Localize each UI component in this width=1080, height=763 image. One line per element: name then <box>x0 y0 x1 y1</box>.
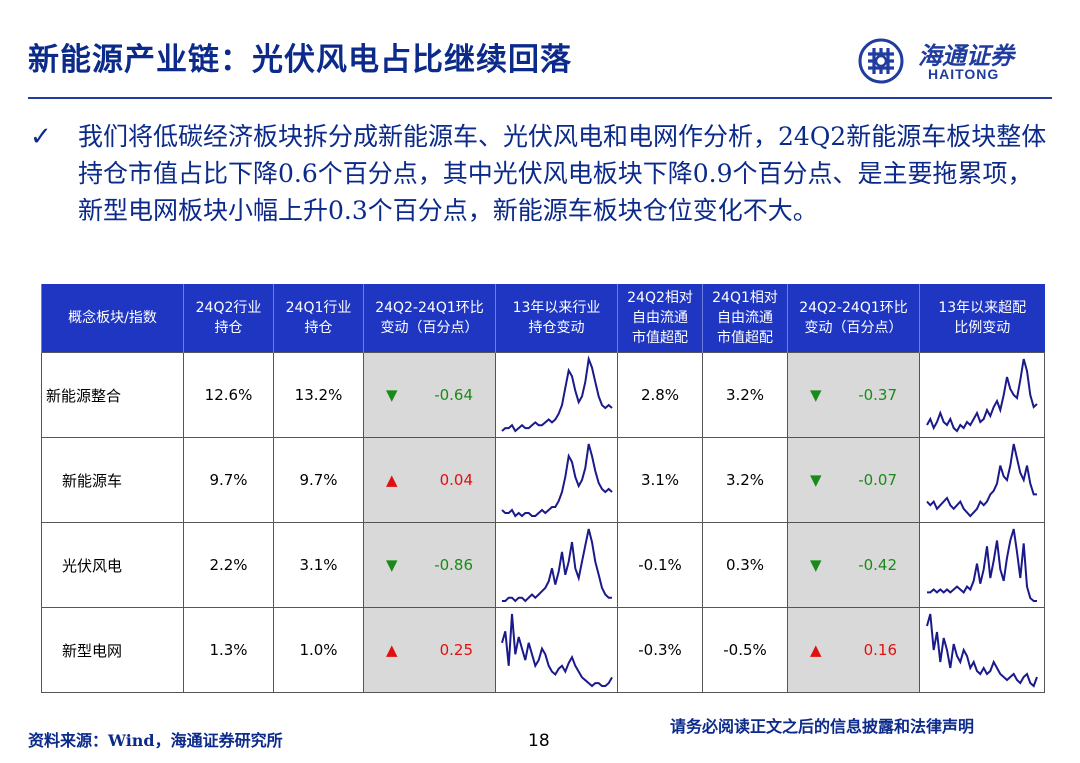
change-cell: ▲ 0.25 <box>363 607 496 693</box>
q2-holding: 1.3% <box>183 607 274 693</box>
q1-overweight: 3.2% <box>702 352 788 438</box>
overweight-trend-cell <box>919 437 1045 523</box>
triangle-up-icon: ▲ <box>386 641 398 659</box>
change-value: -0.64 <box>434 386 473 404</box>
sparkline-chart <box>500 355 613 433</box>
sparkline-series <box>500 355 613 433</box>
sparkline-series <box>926 358 1038 433</box>
company-logo: 海通证券 HAITONG <box>858 36 1048 86</box>
holdings-table: 概念板块/指数 24Q2行业 持仓 24Q1行业 持仓 24Q2-24Q1环比 变动（… <box>41 284 1045 693</box>
q1-holding: 3.1% <box>273 522 364 608</box>
change-cell: ▼ -0.42 <box>787 522 920 608</box>
column-header: 24Q2行业 持仓 <box>183 284 274 353</box>
table-row: 新型电网 1.3% 1.0% ▲ 0.25 -0.3% -0.5% ▲ 0.16 <box>41 607 1045 693</box>
table-header-row: 概念板块/指数 24Q2行业 持仓 24Q1行业 持仓 24Q2-24Q1环比 变动（… <box>41 284 1045 353</box>
q1-overweight: -0.5% <box>702 607 788 693</box>
sparkline-series <box>501 528 612 603</box>
summary-bullet: 我们将低碳经济板块拆分成新能源车、光伏风电和电网作分析，24Q2新能源车板块整体… <box>78 122 1047 225</box>
haitong-logo-icon <box>858 38 904 84</box>
sparkline-chart <box>927 528 1037 602</box>
column-header: 24Q2相对 自由流通 市值超配 <box>617 284 703 353</box>
column-header: 13年以来超配 比例变动 <box>919 284 1045 353</box>
holding-trend-cell <box>495 522 618 608</box>
sparkline-chart <box>926 358 1038 433</box>
holding-trend-cell <box>495 437 618 523</box>
q2-holding: 9.7% <box>183 437 274 523</box>
sparkline-chart <box>501 528 612 603</box>
holding-trend-cell <box>495 352 618 438</box>
sparkline-chart <box>926 613 1038 688</box>
change-cell: ▼ -0.07 <box>787 437 920 523</box>
change-cell: ▼ -0.64 <box>363 352 496 438</box>
triangle-up-icon: ▲ <box>386 471 398 489</box>
logo-en-text: HAITONG <box>928 66 1000 82</box>
triangle-down-icon: ▼ <box>810 471 822 489</box>
sparkline-series <box>927 528 1037 602</box>
triangle-down-icon: ▼ <box>810 386 822 404</box>
q1-overweight: 0.3% <box>702 522 788 608</box>
title-rule <box>28 97 1052 99</box>
q2-overweight: -0.1% <box>617 522 703 608</box>
q1-holding: 13.2% <box>273 352 364 438</box>
table-row: 光伏风电 2.2% 3.1% ▼ -0.86 -0.1% 0.3% ▼ -0.42 <box>41 522 1045 608</box>
change-cell: ▼ -0.86 <box>363 522 496 608</box>
page-number: 18 <box>528 731 550 751</box>
sparkline-series <box>500 443 613 518</box>
overweight-trend-cell <box>919 352 1045 438</box>
sector-name: 新型电网 <box>41 607 184 693</box>
checkmark-icon: ✓ <box>30 122 52 152</box>
disclaimer-note: 请务必阅读正文之后的信息披露和法律声明 <box>670 717 975 736</box>
table-row: 新能源整合 12.6% 13.2% ▼ -0.64 2.8% 3.2% ▼ -0.37 <box>41 352 1045 438</box>
change-value: 0.04 <box>439 471 473 489</box>
q2-overweight: 3.1% <box>617 437 703 523</box>
change-value: -0.07 <box>858 471 897 489</box>
source-note: 资料来源：Wind，海通证券研究所 <box>28 731 283 750</box>
column-header: 概念板块/指数 <box>41 284 184 353</box>
table-row: 新能源车 9.7% 9.7% ▲ 0.04 3.1% 3.2% ▼ -0.07 <box>41 437 1045 523</box>
sector-name: 新能源整合 <box>41 352 184 438</box>
sparkline-chart <box>500 443 613 518</box>
q1-holding: 1.0% <box>273 607 364 693</box>
column-header: 24Q1行业 持仓 <box>273 284 364 353</box>
change-cell: ▲ 0.16 <box>787 607 920 693</box>
change-cell: ▲ 0.04 <box>363 437 496 523</box>
change-value: 0.25 <box>439 641 473 659</box>
triangle-up-icon: ▲ <box>810 641 822 659</box>
column-header: 24Q2-24Q1环比 变动（百分点） <box>787 284 920 353</box>
sparkline-chart <box>926 443 1037 518</box>
triangle-down-icon: ▼ <box>386 386 398 404</box>
sparkline-series <box>926 613 1038 688</box>
sparkline-series <box>926 443 1037 518</box>
column-header: 24Q1相对 自由流通 市值超配 <box>702 284 788 353</box>
sparkline-series <box>500 613 613 688</box>
sector-name: 光伏风电 <box>41 522 184 608</box>
column-header: 13年以来行业 持仓变动 <box>495 284 618 353</box>
change-value: -0.42 <box>858 556 897 574</box>
q2-overweight: 2.8% <box>617 352 703 438</box>
change-value: 0.16 <box>863 641 897 659</box>
column-header: 24Q2-24Q1环比 变动（百分点） <box>363 284 496 353</box>
triangle-down-icon: ▼ <box>810 556 822 574</box>
q1-overweight: 3.2% <box>702 437 788 523</box>
triangle-down-icon: ▼ <box>386 556 398 574</box>
change-value: -0.86 <box>434 556 473 574</box>
logo-cn-text: 海通证券 <box>918 41 1014 70</box>
q1-holding: 9.7% <box>273 437 364 523</box>
change-cell: ▼ -0.37 <box>787 352 920 438</box>
holding-trend-cell <box>495 607 618 693</box>
sparkline-chart <box>500 613 613 688</box>
sector-name: 新能源车 <box>41 437 184 523</box>
q2-holding: 2.2% <box>183 522 274 608</box>
q2-overweight: -0.3% <box>617 607 703 693</box>
change-value: -0.37 <box>858 386 897 404</box>
overweight-trend-cell <box>919 522 1045 608</box>
page-title: 新能源产业链：光伏风电占比继续回落 <box>28 42 572 78</box>
overweight-trend-cell <box>919 607 1045 693</box>
q2-holding: 12.6% <box>183 352 274 438</box>
